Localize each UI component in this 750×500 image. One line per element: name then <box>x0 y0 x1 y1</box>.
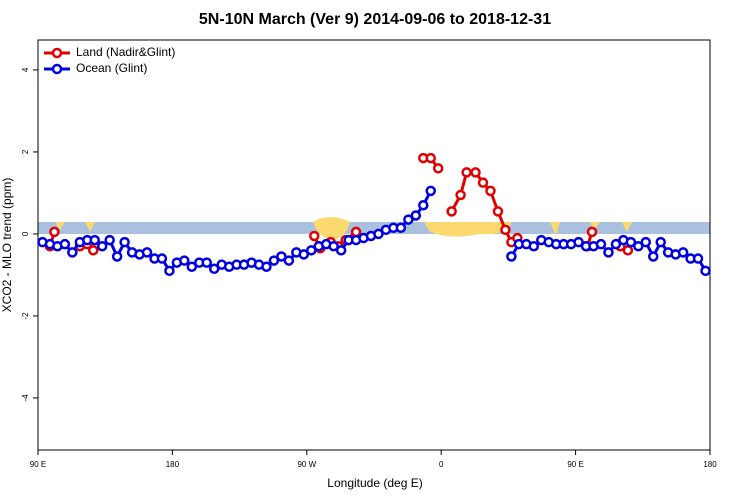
legend-marker <box>51 47 63 59</box>
data-point <box>283 255 295 266</box>
data-point <box>306 245 317 256</box>
data-point <box>350 226 362 238</box>
data-point <box>268 255 280 266</box>
data-point <box>603 247 614 258</box>
legend-marker <box>51 63 63 75</box>
data-point <box>485 185 496 197</box>
data-point <box>528 240 540 252</box>
data-point <box>586 226 598 238</box>
data-point <box>104 234 115 246</box>
ocean-band <box>38 222 710 234</box>
data-point <box>179 255 190 266</box>
data-point <box>208 263 220 275</box>
data-point <box>141 247 153 258</box>
data-point <box>432 163 444 174</box>
data-point <box>492 206 504 217</box>
data-point <box>425 152 436 164</box>
data-point <box>455 189 466 201</box>
data-point <box>692 253 704 264</box>
data-point <box>640 236 652 248</box>
data-point <box>261 261 272 272</box>
y-tick-label: 2 <box>21 149 30 154</box>
data-point <box>88 245 99 256</box>
x-tick-label: 0 <box>439 460 444 469</box>
data-point <box>119 236 130 248</box>
data-point <box>49 226 60 238</box>
data-point <box>470 167 481 178</box>
x-tick-label: 180 <box>703 460 717 469</box>
data-point <box>648 251 659 262</box>
data-point <box>446 206 457 217</box>
data-point <box>677 247 689 258</box>
data-point <box>276 251 287 262</box>
data-point <box>506 251 517 262</box>
data-point <box>111 251 123 262</box>
land-shapes <box>55 217 632 240</box>
y-axis-label: XCO2 - MLO trend (ppm) <box>0 178 14 313</box>
data-point <box>633 240 644 252</box>
data-point <box>418 199 429 211</box>
data-point <box>573 236 584 248</box>
y-tick-label: 0 <box>21 231 30 236</box>
x-axis-label: Longitude (deg E) <box>327 476 422 490</box>
x-tick-label: 90 E <box>30 460 46 469</box>
data-point <box>403 214 414 225</box>
data-point <box>625 236 637 248</box>
chart-title: 5N-10N March (Ver 9) 2014-09-06 to 2018-… <box>199 11 551 28</box>
legend-label: Ocean (Glint) <box>76 61 147 75</box>
x-tick-label: 180 <box>166 460 180 469</box>
data-point <box>425 185 436 197</box>
data-point <box>201 257 212 268</box>
y-tick-label: -2 <box>21 312 30 320</box>
data-point <box>595 238 607 250</box>
data-point <box>156 253 168 264</box>
x-tick-label: 90 E <box>567 460 583 469</box>
x-tick-label: 90 W <box>297 460 316 469</box>
data-point <box>655 236 666 248</box>
data-point <box>328 240 339 252</box>
legend-label: Land (Nadir&Glint) <box>76 45 175 59</box>
data-point <box>410 210 422 221</box>
data-point <box>700 265 711 277</box>
data-point <box>477 177 489 188</box>
data-point <box>335 245 347 256</box>
data-point <box>186 261 198 272</box>
data-point <box>395 222 407 234</box>
y-tick-label: 4 <box>21 67 30 72</box>
data-point <box>89 234 100 246</box>
data-point <box>461 167 472 178</box>
data-point <box>164 265 175 277</box>
data-point <box>610 238 622 250</box>
data-point <box>96 240 108 252</box>
data-point <box>67 247 78 258</box>
y-tick-label: -4 <box>21 394 30 402</box>
data-point <box>622 245 634 256</box>
data-point <box>59 238 71 250</box>
data-point <box>298 249 310 260</box>
data-point <box>373 228 384 240</box>
data-point <box>500 224 511 236</box>
data-point <box>309 230 320 242</box>
plot-frame <box>37 39 711 451</box>
